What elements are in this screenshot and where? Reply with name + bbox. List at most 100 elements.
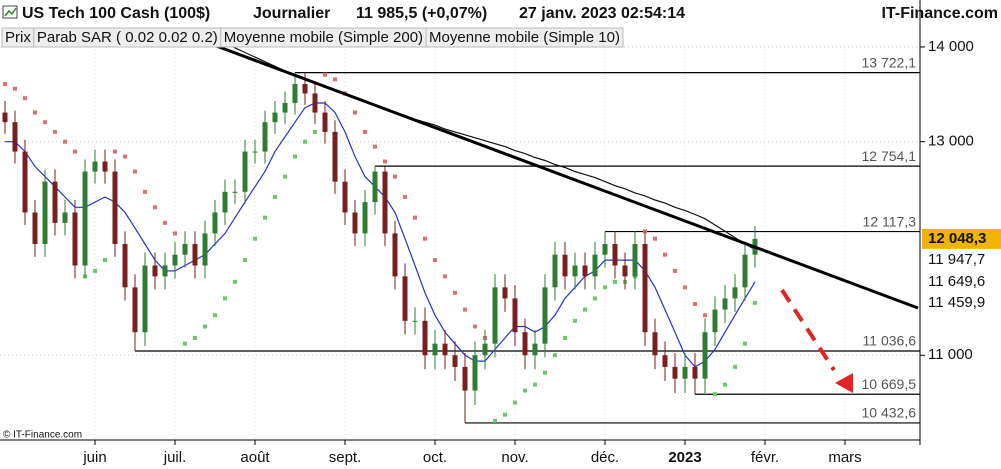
candle-body	[192, 244, 198, 266]
y-tick-label: 14 000	[928, 38, 974, 55]
sar-dot	[403, 194, 407, 199]
candle-body	[2, 112, 8, 123]
sar-dot	[313, 129, 317, 134]
sar-dot	[193, 335, 197, 340]
sar-dot	[453, 290, 457, 295]
sar-dot	[413, 215, 417, 220]
level-label: 13 722,1	[862, 54, 917, 70]
chart-icon-line	[4, 7, 17, 17]
sar-dot	[733, 364, 737, 369]
sar-dot	[23, 96, 27, 101]
candle-body	[482, 343, 488, 356]
level-label: 10 669,5	[862, 376, 917, 392]
sar-dot	[373, 144, 377, 149]
source: IT-Finance.com	[882, 5, 998, 22]
candle-body	[332, 131, 338, 182]
x-tick-label: oct.	[423, 449, 447, 466]
sar-dot	[153, 205, 157, 210]
candle-body	[312, 93, 318, 113]
last-value-box	[922, 249, 1001, 270]
sar-dot	[723, 382, 727, 387]
sar-dot	[73, 149, 77, 154]
x-tick-label: juin	[82, 449, 106, 466]
sar-dot	[323, 72, 327, 77]
candle-body	[622, 265, 628, 277]
candle-body	[292, 84, 298, 103]
sar-dot	[213, 313, 217, 318]
candle-body	[642, 244, 648, 333]
sar-dot	[333, 77, 337, 82]
sar-dot	[383, 159, 387, 164]
candle-body	[712, 309, 718, 333]
sar-dot	[473, 324, 477, 329]
sar-dot	[93, 268, 97, 273]
sar-dot	[663, 252, 667, 257]
candle-body	[572, 265, 578, 277]
sar-dot	[683, 285, 687, 290]
candle-body	[302, 84, 308, 94]
candle-body	[42, 181, 48, 245]
candle-body	[12, 122, 18, 152]
candle-body	[122, 244, 128, 288]
forecast-arrow	[780, 288, 836, 372]
candle-body	[72, 212, 78, 266]
sar-dot	[283, 174, 287, 179]
candle-body	[602, 244, 608, 255]
level-label: 11 036,6	[863, 333, 917, 349]
x-tick-label: août	[240, 449, 270, 466]
candle-body	[452, 355, 458, 367]
sar-dot	[363, 129, 367, 134]
candle-body	[62, 212, 68, 223]
x-tick-label: déc.	[591, 449, 619, 466]
candle-body	[262, 122, 268, 152]
candle-body	[542, 287, 548, 344]
candle-body	[432, 343, 438, 356]
period: Journalier	[253, 5, 330, 22]
sar-dot	[103, 258, 107, 263]
sar-dot	[493, 418, 497, 423]
trend-line	[194, 36, 919, 310]
candle-body	[492, 287, 498, 344]
last-value-label: 11 459,9	[928, 294, 985, 311]
last-value-box	[922, 292, 1001, 313]
legend-entry: Parab SAR ( 0.02 0.02 0.2)	[37, 29, 218, 46]
candle-body	[322, 112, 328, 132]
sar-dot	[263, 215, 267, 220]
candle-body	[272, 112, 278, 123]
candle-body	[92, 161, 98, 172]
candle-body	[722, 298, 728, 310]
sar-dot	[703, 313, 707, 318]
legend-entry: Moyenne mobile (Simple 10)	[429, 29, 620, 46]
candle-body	[462, 366, 468, 391]
sar-dot	[223, 296, 227, 301]
y-tick-label: 13 000	[928, 133, 974, 150]
sar-dot	[163, 220, 167, 225]
candle-body	[412, 320, 418, 322]
x-tick-label: 2023	[668, 449, 701, 466]
sar-dot	[553, 353, 557, 358]
sar-dot	[693, 301, 697, 306]
x-tick-label: sept.	[329, 449, 362, 466]
candle-body	[102, 161, 108, 172]
sar-dot	[593, 296, 597, 301]
sar-dot	[653, 236, 657, 241]
candle-body	[112, 171, 118, 245]
sar-dot	[143, 189, 147, 194]
candle-body	[672, 366, 678, 379]
sar-dot	[63, 139, 67, 144]
sar-dot	[293, 154, 297, 159]
sar-dot	[543, 370, 547, 375]
sar-dot	[603, 285, 607, 290]
chart-title: US Tech 100 Cash (100$)	[22, 5, 210, 22]
candle-body	[342, 181, 348, 213]
last-value-label: 11 947,7	[928, 251, 985, 268]
legend-entry: Moyenne mobile (Simple 200)	[224, 29, 423, 46]
candle-body	[562, 254, 568, 277]
candle-body	[172, 254, 178, 266]
last-value-label: 12 048,3	[928, 230, 986, 247]
sar-dot	[33, 110, 37, 115]
sar-dot	[243, 258, 247, 263]
candle-body	[732, 287, 738, 299]
sar-dot	[173, 231, 177, 236]
